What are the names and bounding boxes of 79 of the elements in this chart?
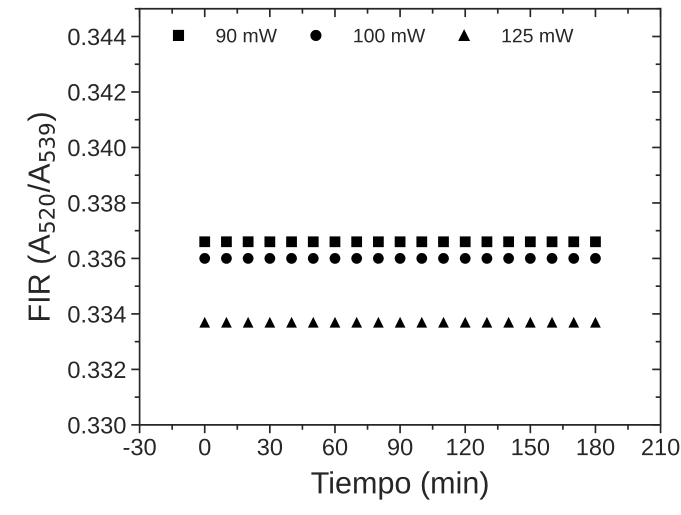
point	[242, 253, 254, 264]
point	[524, 253, 536, 264]
point	[373, 253, 384, 264]
point	[351, 316, 362, 328]
x-axis-title: Tiempo (min)	[311, 471, 488, 500]
x-tick-label: -30	[124, 438, 156, 456]
point	[308, 316, 319, 328]
point	[242, 236, 254, 248]
y-tick-label: 0.338	[68, 195, 126, 212]
point	[438, 253, 449, 264]
point	[286, 316, 297, 328]
point	[308, 253, 319, 264]
y-tick-label: 0.330	[68, 416, 126, 434]
x-tick-label: 90	[388, 438, 412, 456]
x-tick-label: 120	[447, 438, 484, 456]
point	[546, 236, 558, 248]
point	[524, 236, 536, 248]
point	[546, 253, 558, 264]
point	[264, 236, 276, 248]
legend-label: 90 mW	[216, 28, 277, 42]
y-tick-label: 0.332	[68, 361, 126, 378]
point	[460, 316, 471, 328]
point	[460, 253, 471, 264]
legend-label: 125 mW	[502, 28, 574, 42]
point	[330, 316, 340, 328]
point	[221, 253, 232, 264]
point	[503, 253, 514, 264]
point	[264, 316, 276, 328]
point	[568, 316, 580, 328]
point	[503, 236, 514, 248]
point	[394, 236, 406, 248]
point	[199, 236, 210, 248]
point	[438, 236, 449, 248]
point	[221, 236, 232, 248]
point	[199, 316, 210, 328]
point	[590, 236, 601, 248]
x-tick-label: 150	[512, 438, 550, 456]
point	[308, 236, 319, 248]
point	[330, 253, 340, 264]
point	[199, 253, 210, 264]
point	[373, 316, 384, 328]
point	[524, 316, 536, 328]
y-tick-label: 0.342	[68, 84, 126, 101]
x-tick-label: 180	[578, 438, 614, 456]
y-tick-label: 0.340	[68, 140, 126, 156]
point	[330, 236, 340, 248]
point	[394, 316, 406, 328]
y-tick-label: 0.344	[68, 28, 126, 46]
point	[503, 316, 514, 328]
point	[590, 316, 601, 328]
point	[460, 236, 471, 248]
point	[416, 253, 428, 264]
point	[568, 253, 580, 264]
point	[286, 253, 297, 264]
point	[568, 236, 580, 248]
y-tick-label: 0.336	[68, 250, 126, 268]
legend-label: 100 mW	[354, 28, 426, 42]
point	[416, 316, 428, 328]
point	[590, 253, 601, 264]
point	[351, 253, 362, 264]
point	[373, 236, 384, 248]
point	[221, 316, 232, 328]
point	[482, 253, 492, 264]
point	[264, 253, 276, 264]
x-tick-label: 0	[199, 438, 210, 456]
y-axis-title: FIR (A$_{520}$/A$_{539}$)	[28, 113, 56, 320]
point	[286, 236, 297, 248]
point	[438, 316, 449, 328]
x-tick-label: 30	[258, 438, 282, 456]
point	[351, 236, 362, 248]
point	[482, 236, 492, 248]
point	[242, 316, 254, 328]
point	[546, 316, 558, 328]
x-tick-label: 60	[323, 438, 348, 456]
x-tick-label: 210	[642, 438, 680, 456]
point	[482, 316, 492, 328]
point	[416, 236, 428, 248]
point	[394, 253, 406, 264]
y-tick-label: 0.334	[68, 306, 126, 323]
